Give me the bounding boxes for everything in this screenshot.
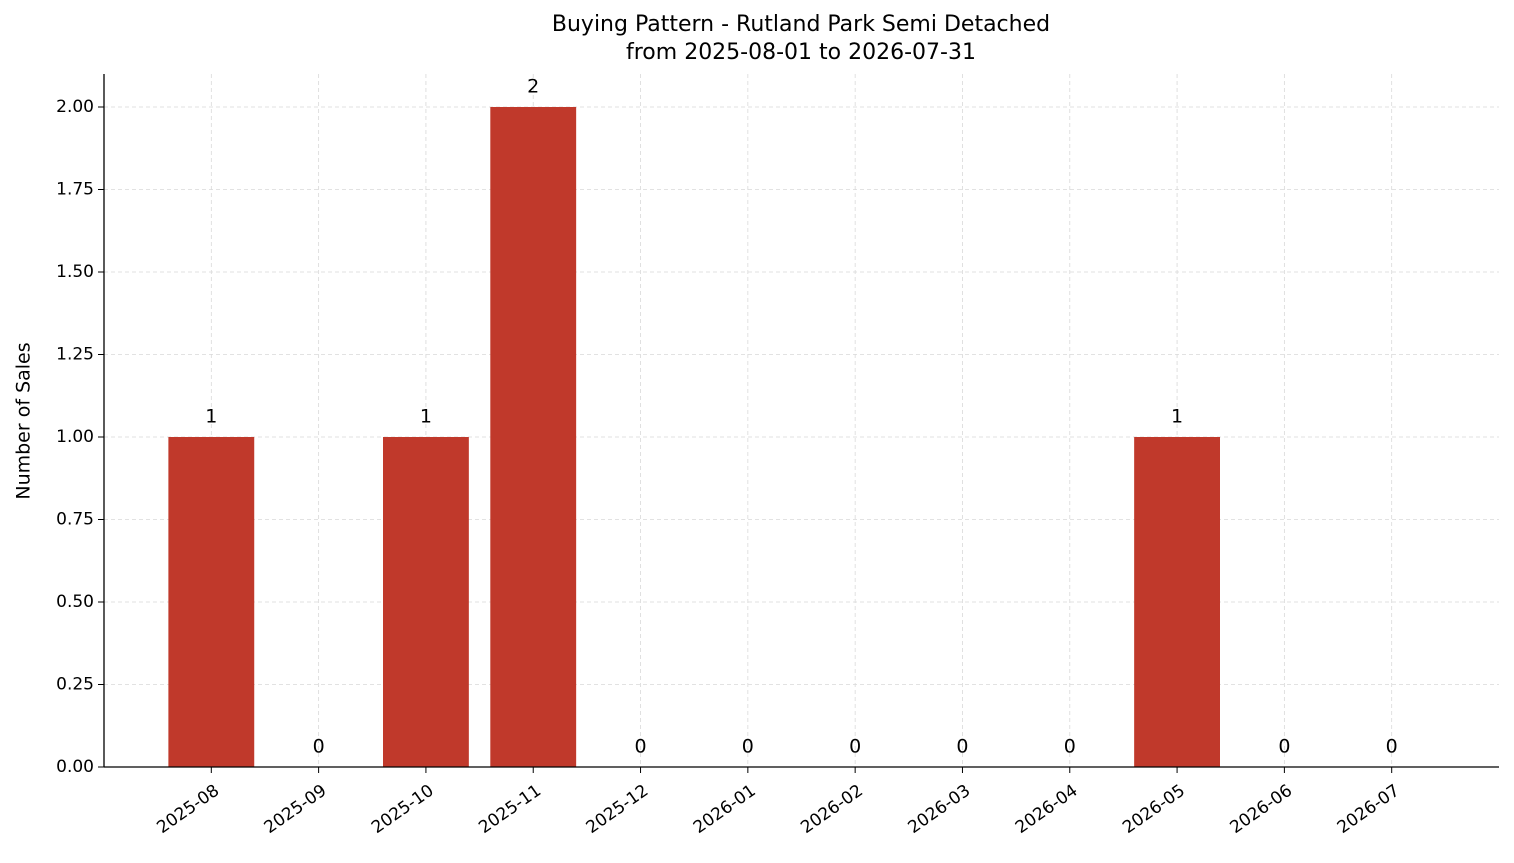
x-tick-label: 2025-12: [583, 781, 653, 838]
y-tick-label: 1.00: [56, 427, 94, 447]
y-tick-label: 1.25: [56, 345, 94, 365]
x-tick-label: 2026-03: [905, 781, 975, 838]
bar: [490, 107, 577, 767]
x-tick-label: 2026-01: [690, 781, 760, 838]
x-tick-label: 2026-07: [1334, 781, 1404, 838]
y-tick-label: 1.75: [56, 180, 94, 200]
y-tick-label: 1.50: [56, 262, 94, 282]
x-tick-label: 2025-10: [368, 781, 438, 838]
y-tick-label: 0.00: [56, 757, 94, 777]
y-tick-label: 0.50: [56, 592, 94, 612]
data-label: 0: [634, 736, 646, 758]
y-tick-label: 0.75: [56, 510, 94, 530]
x-tick-label: 2026-06: [1226, 781, 1296, 838]
data-label: 0: [849, 736, 861, 758]
y-axis-label: Number of Sales: [13, 342, 35, 499]
y-tick-label: 0.25: [56, 675, 94, 695]
bar: [1134, 437, 1220, 767]
data-label: 0: [1386, 736, 1398, 758]
data-label: 1: [1171, 406, 1183, 428]
x-tick-label: 2026-05: [1119, 781, 1189, 838]
data-label: 0: [1278, 736, 1290, 758]
data-label: 1: [205, 406, 217, 428]
x-tick-label: 2026-04: [1012, 781, 1082, 838]
data-label: 0: [956, 736, 968, 758]
x-tick-label: 2026-02: [797, 781, 867, 838]
chart-subtitle: from 2025-08-01 to 2026-07-31: [626, 40, 976, 65]
data-label: 1: [420, 406, 432, 428]
data-label: 0: [313, 736, 325, 758]
y-tick-label: 2.00: [56, 97, 94, 117]
x-tick-label: 2025-09: [261, 781, 331, 838]
data-label: 2: [527, 76, 539, 98]
x-tick-label: 2025-08: [153, 781, 223, 838]
x-tick-label: 2025-11: [475, 781, 545, 838]
bar: [383, 437, 469, 767]
data-label: 0: [1064, 736, 1076, 758]
bar: [168, 437, 255, 767]
data-label: 0: [742, 736, 754, 758]
chart-title: Buying Pattern - Rutland Park Semi Detac…: [552, 12, 1050, 37]
